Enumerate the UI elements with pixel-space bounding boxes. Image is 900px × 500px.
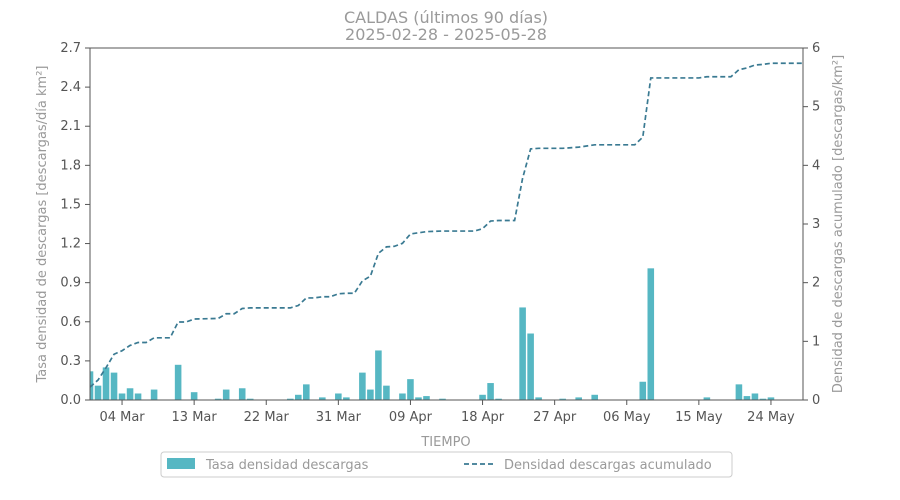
plot-frame xyxy=(89,47,804,401)
y-tick-right-label: 2 xyxy=(812,276,820,291)
y-tick-left-label: 0.3 xyxy=(60,354,81,369)
bar-28 xyxy=(439,398,446,400)
x-tick-label: 31 Mar xyxy=(316,410,362,425)
x-tick-label: 06 May xyxy=(603,410,651,425)
bar-38 xyxy=(639,381,647,400)
bar-30 xyxy=(487,383,494,400)
bar-22 xyxy=(375,350,382,400)
y-tick-left-label: 0.6 xyxy=(60,315,81,330)
x-tick-label: 18 Apr xyxy=(461,410,505,425)
bar-23 xyxy=(383,385,390,400)
bar-1 xyxy=(94,385,102,400)
y-tick-left-label: 1.2 xyxy=(60,237,81,252)
y-tick-left-label: 2.1 xyxy=(60,119,81,134)
bar-2 xyxy=(102,367,110,400)
y-tick-left-label: 0.0 xyxy=(60,393,81,408)
axis-ticks: 0.0 0.3 0.6 0.9 1.2 1.5 1.8 2.1 2.4 2.7 0 1 2 3 4 5 6 04 … xyxy=(60,41,820,425)
x-tick-label: 24 May xyxy=(747,410,795,425)
y-tick-left-label: 0.9 xyxy=(60,276,81,291)
chart-title: CALDAS (últimos 90 días) xyxy=(344,8,548,27)
y-tick-right-label: 4 xyxy=(812,158,820,173)
bar-15 xyxy=(295,394,302,400)
bar-16 xyxy=(303,384,310,400)
legend-label-line: Densidad descargas acumulado xyxy=(504,458,712,473)
bar-21 xyxy=(367,389,374,400)
bar-29 xyxy=(479,394,486,400)
bar-40 xyxy=(703,397,711,400)
cumulative-line xyxy=(89,62,803,388)
y-tick-right-label: 3 xyxy=(812,217,820,232)
bar-36 xyxy=(575,397,582,400)
bar-series xyxy=(90,268,775,400)
y-tick-left-label: 2.7 xyxy=(60,41,81,56)
legend-box xyxy=(160,451,733,478)
bar-26 xyxy=(415,397,422,400)
x-tick-label: 15 May xyxy=(675,410,723,425)
x-tick-label: 04 Mar xyxy=(99,410,145,425)
bar-27 xyxy=(423,396,430,400)
bar-10 xyxy=(214,398,222,400)
bar-35 xyxy=(559,398,566,400)
legend: Tasa densidad descargas Densidad descarg… xyxy=(160,451,733,478)
bar-41 xyxy=(735,384,743,400)
x-axis-label: TIEMPO xyxy=(420,435,470,450)
bar-43 xyxy=(751,393,759,400)
bar-42 xyxy=(743,396,751,400)
y-axis-label-left: Tasa densidad de descargas [descargas/dí… xyxy=(35,66,50,384)
y-axis-label-right: Densidad de descargas acumulado [descarg… xyxy=(831,55,846,393)
bar-8 xyxy=(174,364,182,400)
chart-subtitle: 2025-02-28 - 2025-05-28 xyxy=(345,25,547,44)
bar-34 xyxy=(535,397,542,400)
y-tick-left-label: 2.4 xyxy=(60,80,81,95)
y-tick-right-label: 0 xyxy=(812,393,820,408)
bar-4 xyxy=(118,393,126,400)
y-tick-left-label: 1.5 xyxy=(60,197,81,212)
bar-6 xyxy=(134,393,142,400)
legend-swatch-bar xyxy=(167,458,195,469)
x-tick-label: 27 Apr xyxy=(533,410,577,425)
bar-13 xyxy=(246,398,254,400)
y-tick-right-label: 5 xyxy=(812,100,820,115)
bar-19 xyxy=(343,397,350,400)
bar-31 xyxy=(495,398,502,400)
bar-25 xyxy=(407,379,414,400)
bar-39 xyxy=(647,268,655,400)
bar-11 xyxy=(222,389,230,400)
bar-45 xyxy=(767,397,775,400)
bar-37 xyxy=(591,394,598,400)
bar-32 xyxy=(519,307,526,400)
y-tick-left-label: 1.8 xyxy=(60,158,81,173)
bar-3 xyxy=(110,372,118,400)
y-tick-right-label: 1 xyxy=(812,334,820,349)
bar-44 xyxy=(759,398,767,400)
bar-5 xyxy=(126,388,134,400)
bar-20 xyxy=(359,372,366,400)
bar-24 xyxy=(399,393,406,400)
x-tick-label: 13 Mar xyxy=(172,410,218,425)
y-tick-right-label: 6 xyxy=(812,41,820,56)
x-tick-label: 09 Apr xyxy=(389,410,433,425)
legend-label-bar: Tasa densidad descargas xyxy=(205,458,369,473)
bar-14 xyxy=(287,398,294,400)
bar-33 xyxy=(527,333,534,400)
bar-7 xyxy=(150,389,158,400)
bar-17 xyxy=(319,397,326,400)
bar-12 xyxy=(238,388,246,400)
bar-18 xyxy=(335,393,342,400)
x-tick-label: 22 Mar xyxy=(244,410,290,425)
bar-9 xyxy=(190,392,198,400)
